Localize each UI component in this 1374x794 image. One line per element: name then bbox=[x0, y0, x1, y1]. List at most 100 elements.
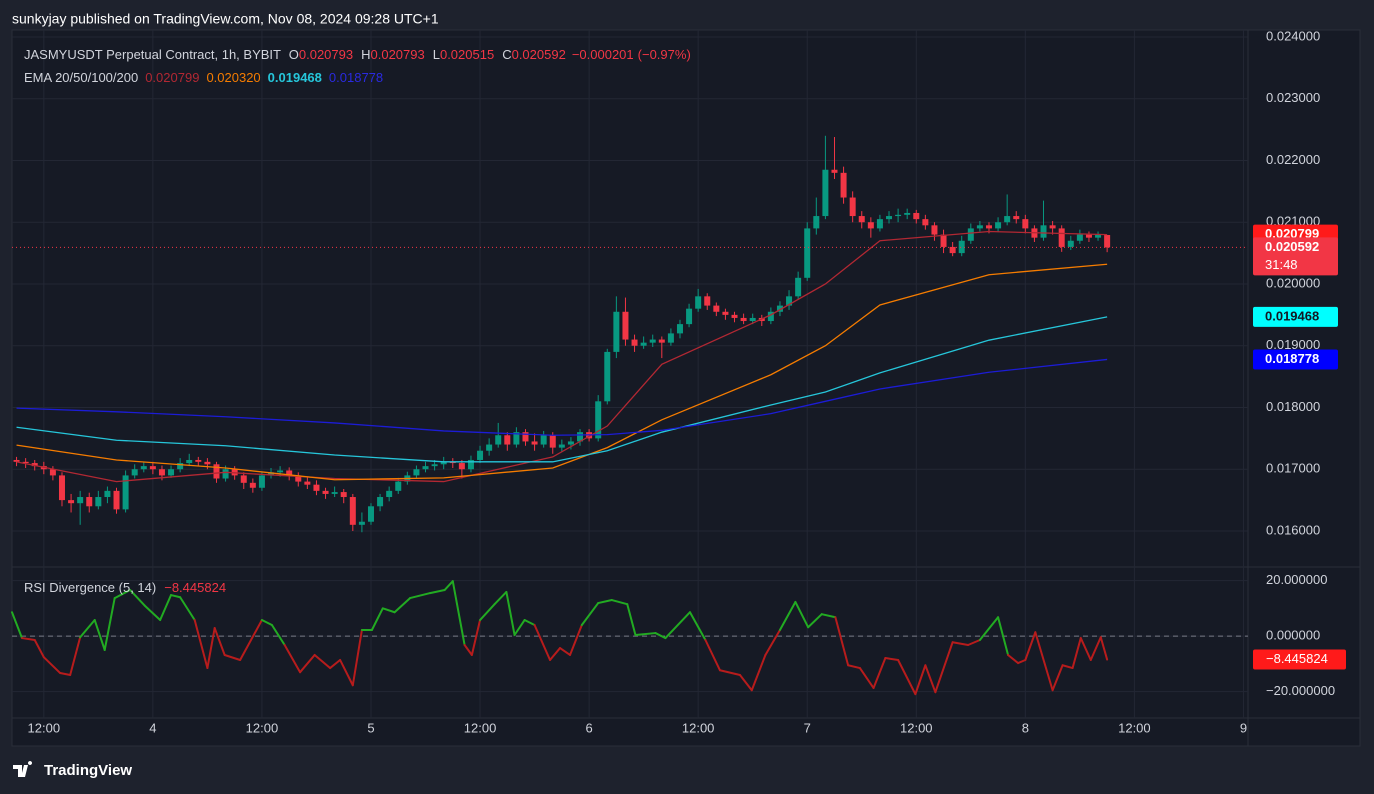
rsi-segment bbox=[59, 672, 72, 676]
candle-body bbox=[876, 219, 883, 229]
rsi-segment bbox=[513, 619, 526, 637]
symbol-title: JASMYUSDT Perpetual Contract, 1h, BYBIT bbox=[24, 47, 281, 62]
candle-body bbox=[513, 432, 520, 445]
x-tick-label: 12:00 bbox=[464, 720, 497, 735]
rsi-segment bbox=[33, 639, 45, 659]
x-tick-label: 9 bbox=[1240, 720, 1247, 735]
candle-body bbox=[58, 475, 65, 501]
rsi-segment bbox=[597, 599, 613, 605]
candle-body bbox=[340, 492, 347, 498]
candle-body bbox=[286, 470, 293, 476]
candle-body bbox=[558, 444, 565, 448]
rsi-segment bbox=[778, 600, 797, 632]
rsi-segment bbox=[479, 603, 496, 622]
y-tick-label: 0.023000 bbox=[1266, 90, 1320, 105]
candle-body bbox=[604, 351, 611, 402]
candle-body bbox=[840, 172, 847, 198]
rsi-segment bbox=[924, 664, 937, 694]
rsi-segment bbox=[847, 664, 861, 670]
candle-body bbox=[849, 197, 856, 217]
candle-body bbox=[1013, 216, 1020, 220]
candle-body bbox=[731, 314, 738, 318]
candle-body bbox=[268, 472, 275, 476]
candle-body bbox=[149, 466, 156, 470]
candle-body bbox=[767, 311, 774, 322]
rsi-legend-value: −8.445824 bbox=[164, 580, 226, 595]
rsi-segment bbox=[213, 627, 226, 656]
candle-body bbox=[631, 339, 638, 346]
candle-body bbox=[213, 464, 220, 479]
rsi-segment bbox=[1061, 664, 1074, 670]
rsi-segment bbox=[129, 589, 146, 607]
candle-body bbox=[95, 497, 102, 507]
candle-body bbox=[458, 463, 465, 470]
candle-body bbox=[867, 222, 874, 229]
candle-body bbox=[1095, 235, 1102, 238]
change-pct: (−0.97%) bbox=[638, 47, 691, 62]
x-tick-label: 7 bbox=[804, 720, 811, 735]
y-tick-label: 0.020000 bbox=[1266, 275, 1320, 290]
rsi-segment bbox=[569, 624, 583, 656]
x-tick-label: 4 bbox=[149, 720, 156, 735]
candle-body bbox=[786, 296, 793, 306]
rsi-segment bbox=[664, 611, 691, 640]
candle-body bbox=[540, 435, 547, 445]
candle-body bbox=[495, 435, 502, 445]
y-tick-label: 0.022000 bbox=[1266, 152, 1320, 167]
rsi-tick-label: 0.000000 bbox=[1266, 628, 1320, 643]
rsi-tick-label: −20.000000 bbox=[1266, 683, 1335, 698]
ohlc-value: 0.020793 bbox=[371, 47, 425, 62]
candle-body bbox=[168, 469, 175, 476]
candle-body bbox=[331, 492, 338, 494]
y-tick-label: 0.016000 bbox=[1266, 522, 1320, 537]
candle-body bbox=[831, 169, 838, 173]
rsi-segment bbox=[1089, 636, 1102, 661]
rsi-segment bbox=[381, 607, 396, 614]
rsi-segment bbox=[11, 611, 23, 640]
candle-body bbox=[985, 225, 992, 229]
rsi-segment bbox=[470, 619, 482, 656]
candle-body bbox=[386, 490, 393, 498]
rsi-title: RSI Divergence (5, 14) bbox=[24, 580, 156, 595]
candle-body bbox=[613, 311, 620, 352]
ohlc-key: H bbox=[361, 47, 370, 62]
rsi-segment bbox=[834, 616, 850, 667]
candle-body bbox=[1040, 225, 1047, 238]
rsi-tag-text: −8.445824 bbox=[1266, 651, 1328, 666]
ema-legend-value: 0.019468 bbox=[268, 70, 322, 85]
candle-body bbox=[976, 225, 983, 229]
candle-body bbox=[1049, 225, 1056, 229]
ohlc-value: 0.020592 bbox=[512, 47, 566, 62]
candle-body bbox=[1085, 234, 1092, 238]
rsi-segment bbox=[239, 619, 263, 661]
labels: 12:00 4 12:00 5 12:00 6 12:00 7 12:00 8 12:00 9 0.01… bbox=[24, 28, 1346, 735]
rsi-segment bbox=[351, 629, 363, 687]
candle-body bbox=[713, 305, 720, 312]
candle-body bbox=[486, 444, 493, 451]
candle-body bbox=[1022, 219, 1029, 229]
rsi-segment bbox=[1051, 664, 1064, 692]
rsi-legend: RSI Divergence (5, 14) −8.445824 bbox=[24, 580, 226, 595]
candle-body bbox=[622, 311, 629, 340]
rsi-segment bbox=[688, 611, 707, 642]
rsi-segment bbox=[738, 673, 753, 692]
rsi-segment bbox=[339, 658, 354, 687]
change: −0.000201 bbox=[572, 47, 634, 62]
candle-body bbox=[904, 212, 911, 215]
candle-body bbox=[140, 466, 147, 470]
candle-body bbox=[1067, 240, 1074, 247]
candle-body bbox=[676, 324, 683, 334]
candle-body bbox=[567, 441, 574, 445]
x-tick-label: 5 bbox=[367, 720, 374, 735]
rsi-segment bbox=[113, 589, 132, 600]
candle-body bbox=[304, 481, 311, 485]
rsi-segment bbox=[299, 653, 316, 674]
candle-body bbox=[504, 435, 511, 445]
ema-price-tag bbox=[1253, 306, 1338, 327]
rsi-segment bbox=[559, 647, 572, 656]
rsi-segment bbox=[42, 656, 62, 675]
ema-price-tag-text: 0.019468 bbox=[1265, 308, 1319, 323]
candle-body bbox=[358, 521, 365, 525]
candle-body bbox=[667, 333, 674, 343]
candle-body bbox=[704, 296, 711, 306]
